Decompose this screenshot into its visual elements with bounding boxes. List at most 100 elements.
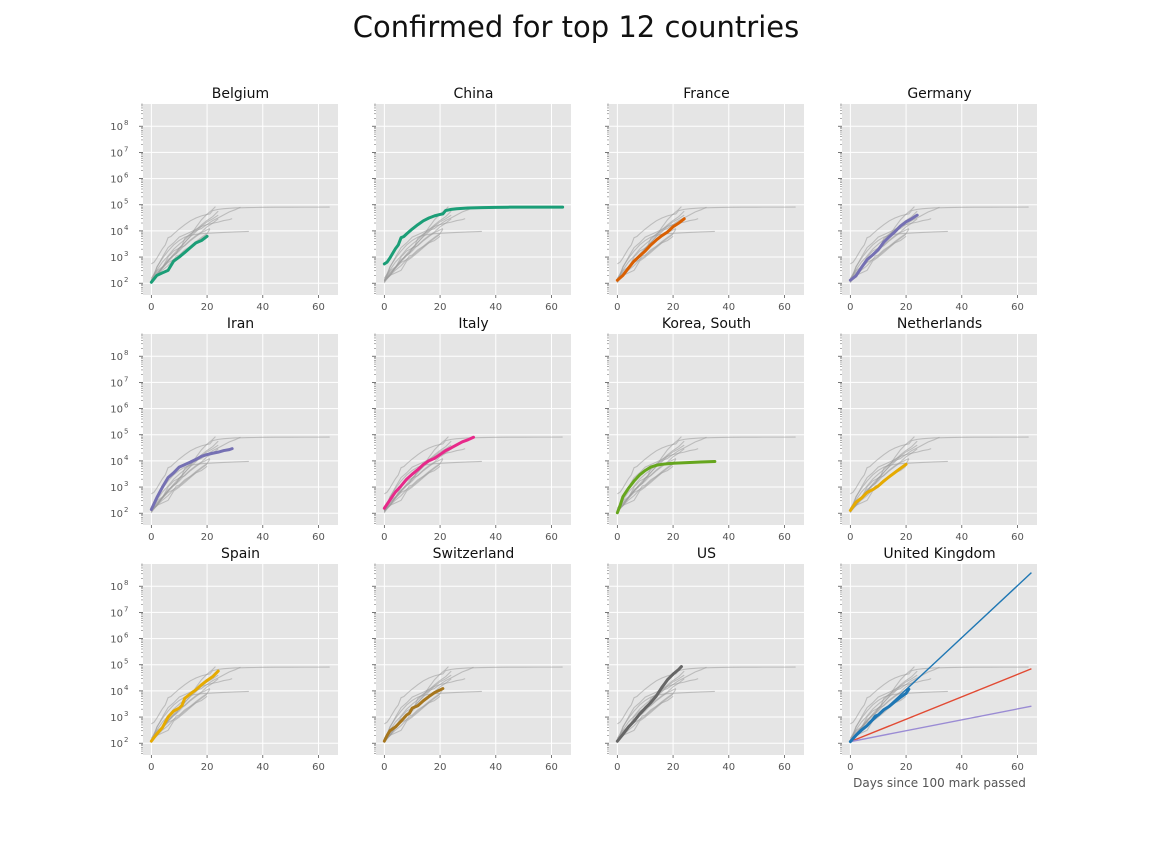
- grey-series-line: [849, 688, 910, 742]
- y-tick-exponent: 4: [124, 454, 129, 462]
- grey-series-line: [150, 458, 211, 513]
- grey-series-line: [150, 230, 249, 283]
- x-tick-label: 60: [545, 532, 558, 543]
- y-tick-exponent: 7: [124, 375, 128, 383]
- panel-title: Iran: [227, 316, 254, 332]
- panel-background: [609, 334, 804, 525]
- panel-background: [143, 104, 338, 295]
- series-line-china: [382, 205, 565, 266]
- x-tick-label: 0: [614, 762, 620, 773]
- y-tick-exponent: 3: [124, 710, 128, 718]
- grey-series-line: [383, 458, 444, 513]
- x-tick-label: 60: [778, 762, 791, 773]
- panel-background: [376, 334, 571, 525]
- grey-series-line: [383, 228, 444, 283]
- grey-series-line: [383, 465, 441, 513]
- x-tick-label: 20: [201, 302, 214, 313]
- y-tick-exponent: 5: [124, 428, 128, 436]
- y-tick-exponent: 3: [124, 250, 128, 258]
- x-tick-label: 0: [381, 302, 387, 313]
- panel-germany: 0 20 40 60 Germany: [838, 86, 1037, 313]
- grey-series-line: [151, 436, 330, 495]
- x-tick-label: 20: [667, 302, 680, 313]
- panel-france: 0 20 40 60 France: [605, 86, 804, 313]
- x-tick-label: 60: [1011, 302, 1024, 313]
- series-line-germany: [848, 213, 919, 282]
- grey-series-line: [850, 436, 1029, 495]
- y-tick-label: 10: [110, 483, 123, 494]
- y-tick-label: 10: [110, 122, 123, 133]
- y-tick-label: 10: [110, 148, 123, 159]
- x-tick-label: 20: [900, 302, 913, 313]
- grey-series-line: [616, 436, 707, 509]
- y-tick-exponent: 6: [124, 402, 129, 410]
- x-tick-label: 20: [900, 762, 913, 773]
- series-line-us: [615, 665, 683, 743]
- y-tick-label: 10: [110, 635, 123, 646]
- x-tick-label: 0: [847, 532, 853, 543]
- y-tick-label: 10: [110, 378, 123, 389]
- panel-title: Netherlands: [897, 316, 982, 332]
- grey-series-line: [150, 465, 208, 513]
- panel-background: [842, 564, 1037, 755]
- grey-series-line: [150, 688, 211, 743]
- x-tick-label: 60: [778, 532, 791, 543]
- grey-series-line: [616, 235, 674, 283]
- grey-series-line: [617, 666, 796, 725]
- grey-series-line: [383, 695, 441, 743]
- panel-background: [143, 334, 338, 525]
- grey-series-line: [151, 206, 330, 265]
- panel-title: Italy: [458, 316, 488, 332]
- y-tick-exponent: 4: [124, 684, 129, 692]
- y-tick-exponent: 7: [124, 605, 128, 613]
- grey-series-line: [849, 666, 915, 742]
- x-tick-label: 0: [614, 532, 620, 543]
- y-tick-label: 10: [110, 509, 123, 520]
- grey-series-line: [616, 230, 715, 283]
- grey-series-line: [616, 690, 715, 743]
- grey-series-line: [849, 230, 948, 283]
- panel-background: [609, 564, 804, 755]
- panel-switzerland: 0 20 40 60 Switzerland: [372, 546, 571, 773]
- x-tick-label: 60: [1011, 762, 1024, 773]
- y-tick-exponent: 5: [124, 658, 128, 666]
- series-line-iran: [149, 447, 234, 511]
- grey-series-line: [850, 206, 1029, 265]
- panel-title: Germany: [907, 86, 971, 102]
- x-tick-label: 0: [847, 302, 853, 313]
- series-line-italy: [382, 435, 475, 510]
- x-tick-label: 0: [381, 762, 387, 773]
- y-tick-label: 10: [110, 279, 123, 290]
- series-line-netherlands: [848, 462, 908, 512]
- figure-title: Confirmed for top 12 countries: [352, 10, 800, 44]
- grey-series-line: [616, 206, 707, 279]
- grey-series-line: [383, 688, 444, 743]
- x-tick-label: 20: [434, 532, 447, 543]
- grey-series-line: [616, 436, 682, 512]
- panel-background: [842, 104, 1037, 295]
- x-tick-label: 0: [614, 302, 620, 313]
- x-tick-label: 20: [434, 762, 447, 773]
- y-tick-label: 10: [110, 713, 123, 724]
- grey-series-line: [384, 666, 563, 725]
- y-tick-label: 10: [110, 405, 123, 416]
- x-tick-label: 20: [667, 532, 680, 543]
- x-tick-label: 20: [201, 532, 214, 543]
- y-tick-exponent: 4: [124, 224, 129, 232]
- x-tick-label: 40: [955, 532, 968, 543]
- x-tick-label: 20: [900, 532, 913, 543]
- grey-series-line: [150, 206, 241, 279]
- x-tick-label: 20: [201, 762, 214, 773]
- y-tick-label: 10: [110, 175, 123, 186]
- x-tick-label: 60: [1011, 532, 1024, 543]
- x-tick-label: 40: [256, 302, 269, 313]
- panel-background: [842, 334, 1037, 525]
- panel-title: France: [683, 86, 730, 102]
- y-tick-label: 10: [110, 201, 123, 212]
- grey-series-line: [151, 666, 330, 725]
- y-tick-exponent: 3: [124, 480, 128, 488]
- x-tick-label: 40: [722, 532, 735, 543]
- grey-series-line: [849, 436, 940, 509]
